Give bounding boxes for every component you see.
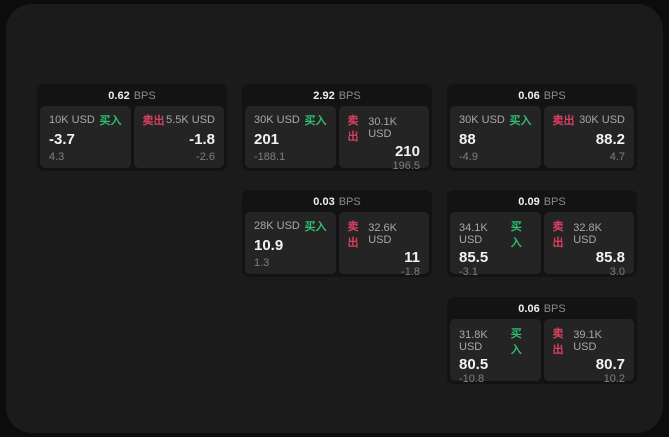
buy-panel[interactable]: 28K USD 买入 10.9 1.3 bbox=[245, 212, 336, 274]
quote-card: 2.92 BPS 30K USD 买入 201 -188.1 卖出 30.1K … bbox=[242, 84, 432, 172]
spread-unit: BPS bbox=[543, 89, 566, 102]
buy-delta: -4.9 bbox=[459, 151, 478, 163]
spread-unit: BPS bbox=[133, 89, 156, 102]
sell-price: 11 bbox=[404, 249, 420, 266]
spread-unit: BPS bbox=[338, 89, 361, 102]
sell-delta: -2.6 bbox=[196, 151, 215, 163]
spread-header: 0.06 BPS bbox=[447, 84, 637, 106]
buy-side-label: 买入 bbox=[304, 221, 327, 233]
sell-panel[interactable]: 卖出 5.5K USD -1.8 -2.6 bbox=[133, 106, 224, 168]
buy-price: 88 bbox=[459, 130, 476, 148]
buy-size: 31.8K USD bbox=[459, 329, 488, 353]
spread-value: 0.09 bbox=[518, 195, 540, 208]
sell-panel[interactable]: 卖出 30.1K USD 210 196.5 bbox=[338, 106, 429, 172]
buy-panel[interactable]: 30K USD 买入 201 -188.1 bbox=[245, 106, 336, 168]
sell-panel[interactable]: 卖出 30K USD 88.2 4.7 bbox=[543, 106, 634, 168]
quote-card: 0.06 BPS 31.8K USD 买入 80.5 -10.8 卖出 39.1… bbox=[447, 297, 637, 385]
sell-panel[interactable]: 卖出 32.8K USD 85.8 3.0 bbox=[543, 212, 634, 278]
spread-value: 0.03 bbox=[313, 195, 335, 208]
buy-panel[interactable]: 10K USD 买入 -3.7 4.3 bbox=[40, 106, 131, 168]
buy-delta: -3.1 bbox=[459, 266, 478, 278]
sell-size: 39.1K USD bbox=[573, 329, 602, 353]
sell-size: 5.5K USD bbox=[166, 114, 215, 126]
spread-header: 0.62 BPS bbox=[37, 84, 227, 106]
sell-side-label: 卖出 bbox=[552, 221, 564, 249]
spread-unit: BPS bbox=[543, 302, 566, 315]
sell-price: 80.7 bbox=[595, 356, 625, 373]
buy-delta: -10.8 bbox=[459, 373, 485, 385]
spread-header: 0.09 BPS bbox=[447, 190, 637, 212]
buy-delta: 1.3 bbox=[254, 257, 270, 269]
buy-size: 10K USD bbox=[49, 114, 95, 126]
buy-delta: -188.1 bbox=[254, 151, 286, 163]
buy-panel[interactable]: 30K USD 买入 88 -4.9 bbox=[450, 106, 541, 168]
sell-delta: 4.7 bbox=[609, 151, 625, 163]
sell-size: 32.8K USD bbox=[573, 222, 602, 246]
buy-size: 30K USD bbox=[254, 114, 300, 126]
buy-size: 34.1K USD bbox=[459, 222, 488, 246]
sell-size: 32.6K USD bbox=[368, 222, 397, 246]
buy-price: 201 bbox=[254, 130, 280, 148]
buy-side-label: 买入 bbox=[99, 115, 122, 127]
buy-panel[interactable]: 34.1K USD 买入 85.5 -3.1 bbox=[450, 212, 541, 278]
buy-side-label: 买入 bbox=[304, 115, 327, 127]
sell-price: 210 bbox=[394, 143, 420, 160]
sell-side-label: 卖出 bbox=[552, 328, 564, 356]
sell-delta: 3.0 bbox=[609, 266, 625, 278]
sell-side-label: 卖出 bbox=[142, 115, 165, 127]
spread-unit: BPS bbox=[543, 195, 566, 208]
sell-size: 30K USD bbox=[579, 114, 625, 126]
spread-value: 0.62 bbox=[108, 89, 130, 102]
sell-delta: -1.8 bbox=[401, 266, 420, 278]
buy-size: 28K USD bbox=[254, 220, 300, 232]
spread-header: 2.92 BPS bbox=[242, 84, 432, 106]
sell-side-label: 卖出 bbox=[347, 115, 359, 143]
quote-card: 0.06 BPS 30K USD 买入 88 -4.9 卖出 30K USD 8… bbox=[447, 84, 637, 171]
sell-size: 30.1K USD bbox=[368, 116, 397, 140]
buy-side-label: 买入 bbox=[510, 221, 522, 249]
buy-side-label: 买入 bbox=[509, 115, 532, 127]
spread-value: 0.06 bbox=[518, 89, 540, 102]
sell-price: 85.8 bbox=[595, 249, 625, 266]
buy-price: 85.5 bbox=[459, 249, 489, 266]
buy-price: 80.5 bbox=[459, 356, 489, 373]
spread-header: 0.03 BPS bbox=[242, 190, 432, 212]
sell-price: 88.2 bbox=[595, 130, 625, 148]
quote-card: 0.62 BPS 10K USD 买入 -3.7 4.3 卖出 5.5K USD… bbox=[37, 84, 227, 171]
buy-price: 10.9 bbox=[254, 236, 284, 254]
sell-delta: 10.2 bbox=[603, 373, 625, 385]
quote-card: 0.09 BPS 34.1K USD 买入 85.5 -3.1 卖出 32.8K… bbox=[447, 190, 637, 278]
spread-header: 0.06 BPS bbox=[447, 297, 637, 319]
buy-panel[interactable]: 31.8K USD 买入 80.5 -10.8 bbox=[450, 319, 541, 385]
sell-side-label: 卖出 bbox=[347, 221, 359, 249]
sell-delta: 196.5 bbox=[392, 160, 420, 172]
spread-value: 0.06 bbox=[518, 302, 540, 315]
spread-unit: BPS bbox=[338, 195, 361, 208]
sell-price: -1.8 bbox=[189, 130, 215, 148]
sell-panel[interactable]: 卖出 39.1K USD 80.7 10.2 bbox=[543, 319, 634, 385]
buy-price: -3.7 bbox=[49, 130, 75, 148]
buy-size: 30K USD bbox=[459, 114, 505, 126]
sell-panel[interactable]: 卖出 32.6K USD 11 -1.8 bbox=[338, 212, 429, 278]
buy-side-label: 买入 bbox=[510, 328, 522, 356]
spread-value: 2.92 bbox=[313, 89, 335, 102]
quote-card: 0.03 BPS 28K USD 买入 10.9 1.3 卖出 32.6K US… bbox=[242, 190, 432, 278]
buy-delta: 4.3 bbox=[49, 151, 65, 163]
sell-side-label: 卖出 bbox=[552, 115, 575, 127]
